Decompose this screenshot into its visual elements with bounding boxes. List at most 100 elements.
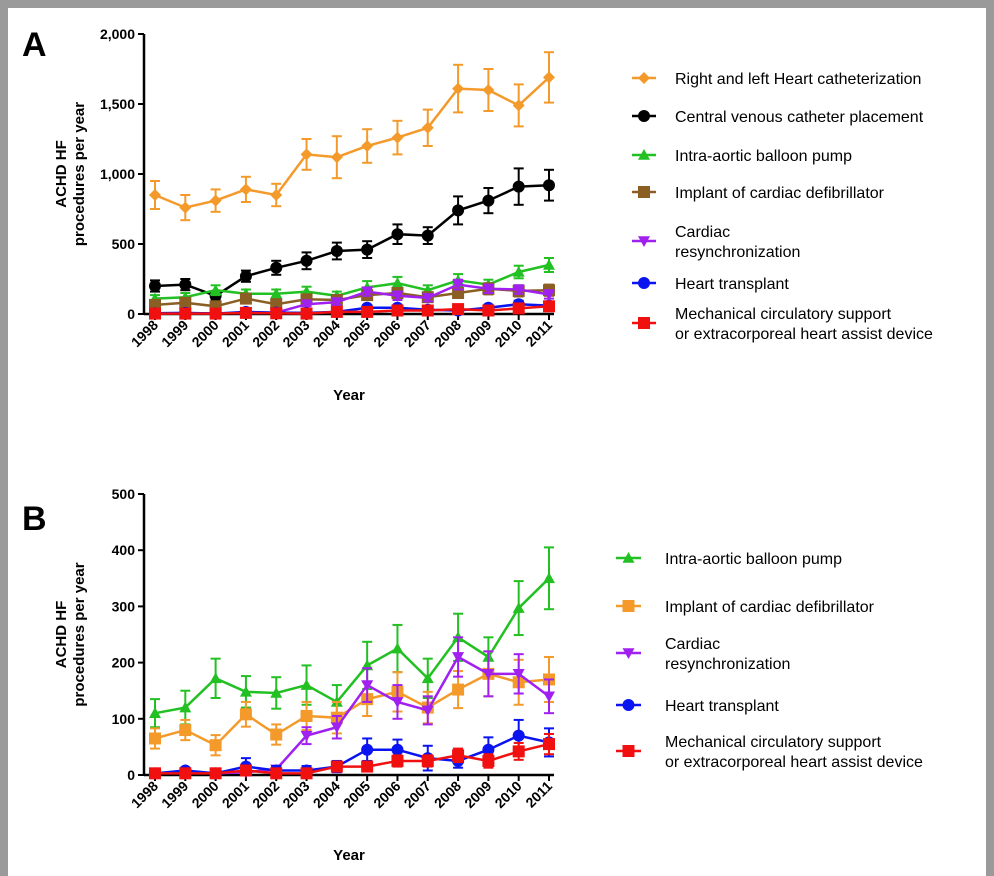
- data-point: [330, 297, 343, 309]
- legend-item: Mechanical circulatory support or extraco…: [616, 734, 923, 771]
- y-tick-label: 1,000: [100, 166, 135, 182]
- data-point: [330, 305, 343, 318]
- data-point: [482, 284, 495, 295]
- data-point: [149, 280, 161, 292]
- legend-item: Right and left Heart catheterization: [632, 71, 921, 88]
- legend-label-line: Cardiac: [675, 224, 730, 241]
- data-point: [512, 99, 525, 112]
- data-point: [482, 754, 495, 767]
- data-point: [543, 289, 555, 301]
- data-point: [421, 672, 434, 684]
- y-axis-title-line: procedures per year: [71, 562, 88, 706]
- x-tick-label: 2001: [219, 778, 252, 811]
- panel-b: B010020030040050019981999200020012002200…: [22, 486, 923, 864]
- data-point: [300, 730, 313, 742]
- legend-marker: [622, 600, 635, 612]
- x-axis-title: Year: [333, 387, 365, 404]
- legend-label-line: Mechanical circulatory support: [665, 734, 882, 751]
- legend-label: Heart transplant: [675, 276, 789, 293]
- data-point: [361, 760, 374, 773]
- data-point: [300, 307, 313, 320]
- data-point: [543, 572, 555, 584]
- y-tick-label: 500: [112, 486, 136, 502]
- legend-label: Implant of cardiac defibrillator: [665, 599, 875, 616]
- data-point: [452, 652, 465, 663]
- x-tick-label: 2003: [279, 317, 312, 350]
- legend-label: Right and left Heart catheterization: [675, 71, 921, 88]
- legend-label-line: Heart transplant: [665, 698, 779, 715]
- x-tick-label: 2009: [461, 317, 494, 350]
- data-point: [391, 642, 404, 654]
- data-point: [209, 194, 222, 207]
- panel-a: A05001,0001,5002,00019981999200020012002…: [22, 26, 933, 404]
- x-tick-label: 2007: [401, 317, 434, 350]
- legend-label-line: Implant of cardiac defibrillator: [665, 599, 875, 616]
- series-1: [149, 51, 555, 222]
- data-point: [149, 307, 161, 320]
- data-point: [391, 743, 404, 756]
- legend-marker: [622, 745, 635, 757]
- x-tick-label: 2000: [188, 317, 221, 350]
- legend-label-line: or extracorporeal heart assist device: [675, 326, 933, 343]
- data-point: [239, 306, 252, 319]
- legend-label-line: Cardiac: [665, 636, 720, 653]
- x-tick-label: 2004: [310, 778, 343, 811]
- data-point: [543, 179, 555, 192]
- legend-marker: [638, 236, 650, 247]
- series-5: [149, 732, 555, 780]
- legend-label-line: Implant of cardiac defibrillator: [675, 185, 885, 202]
- data-point: [149, 767, 161, 780]
- legend-label-line: Intra-aortic balloon pump: [675, 148, 852, 165]
- data-point: [300, 709, 313, 722]
- data-point: [512, 669, 525, 680]
- data-point: [179, 278, 192, 291]
- data-point: [209, 284, 222, 295]
- series-2: [149, 650, 555, 757]
- data-point: [149, 707, 161, 718]
- legend-item: Central venous catheter placement: [632, 109, 924, 126]
- x-tick-label: 2005: [340, 778, 373, 811]
- data-point: [512, 745, 525, 758]
- data-point: [361, 243, 374, 256]
- data-point: [391, 228, 404, 241]
- data-point: [300, 148, 313, 161]
- data-point: [209, 672, 222, 684]
- data-point: [330, 722, 343, 734]
- legend-label: Mechanical circulatory support or extraco…: [665, 734, 923, 771]
- data-point: [512, 302, 525, 315]
- legend-marker: [622, 552, 635, 563]
- legend-marker: [638, 72, 650, 84]
- chart-canvas: A05001,0001,5002,00019981999200020012002…: [22, 26, 933, 864]
- data-point: [300, 254, 313, 267]
- data-point: [239, 292, 252, 305]
- data-point: [270, 686, 283, 698]
- data-point: [239, 708, 252, 721]
- figure: A 0 500 1,000 1,500 2,000 1998 1999 2000 2001 2002…: [8, 8, 986, 876]
- y-axis-title-line: procedures per year: [71, 102, 88, 246]
- legend-label: Implant of cardiac defibrillator: [675, 185, 885, 202]
- data-point: [421, 121, 434, 134]
- data-point: [300, 299, 313, 311]
- data-point: [270, 307, 283, 320]
- data-point: [361, 305, 374, 318]
- legend-label-line: Heart transplant: [675, 276, 789, 293]
- data-point: [149, 732, 161, 745]
- x-tick-label: 1999: [158, 778, 191, 811]
- legend-label-line: Right and left Heart catheterization: [675, 71, 921, 88]
- data-point: [452, 303, 465, 316]
- legend-label-line: resynchronization: [675, 244, 800, 261]
- data-point: [391, 697, 404, 708]
- data-point: [452, 749, 465, 762]
- legend-marker: [638, 317, 650, 329]
- x-tick-label: 2004: [310, 317, 343, 350]
- data-point: [512, 602, 525, 613]
- x-tick-label: 2008: [431, 317, 464, 350]
- series-2: [149, 167, 555, 302]
- x-tick-label: 2002: [249, 778, 282, 811]
- legend-item: Intra-aortic balloon pump: [632, 148, 852, 165]
- x-tick-label: 2003: [279, 778, 312, 811]
- data-point: [179, 724, 192, 737]
- data-point: [270, 767, 283, 780]
- data-point: [300, 679, 313, 690]
- data-point: [452, 683, 465, 696]
